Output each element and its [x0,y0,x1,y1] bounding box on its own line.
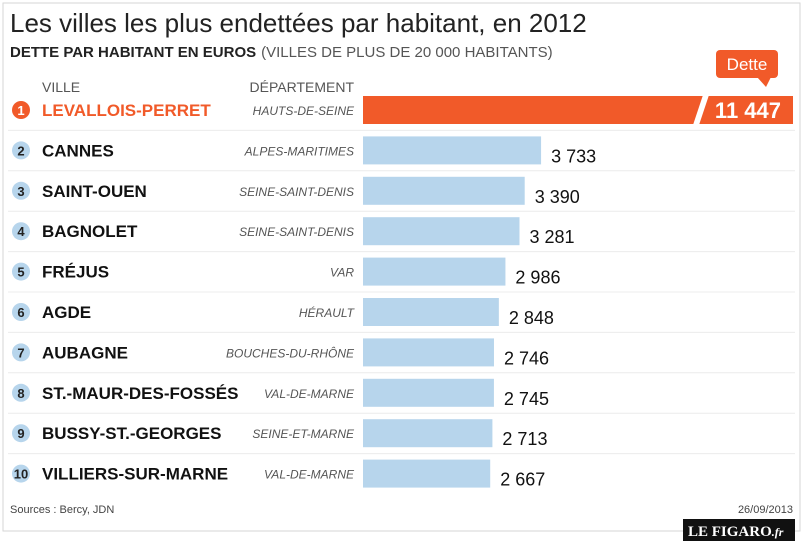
rank-badge [12,464,30,483]
subtitle: DETTE PAR HABITANT EN EUROS (VILLES DE PL… [10,44,553,61]
bar [363,96,793,124]
logo-suffix: .fr [772,525,784,539]
value-label: 2 746 [504,348,549,368]
value-label: 2 848 [509,308,554,328]
city-label: BAGNOLET [42,222,138,241]
rank-label: 1 [17,103,24,118]
value-label: 3 390 [535,187,580,207]
rank-label: 10 [14,467,28,482]
bar [363,459,491,488]
bar [363,338,494,367]
value-label: 11 447 [715,98,781,123]
rank-badge [12,262,30,281]
legend-pointer [757,77,771,87]
rank-label: 8 [17,386,24,401]
city-label: CANNES [42,141,114,160]
value-label: 2 713 [502,429,547,449]
axis-break [693,95,709,125]
city-label: LEVALLOIS-PERRET [42,101,211,120]
rank-badge [12,424,30,443]
value-label: 2 745 [504,389,549,409]
department-label: VAL-DE-MARNE [264,387,355,401]
department-label: HAUTS-DE-SEINE [253,104,355,118]
rank-badge [12,222,30,241]
city-label: VILLIERS-SUR-MARNE [42,465,228,484]
department-label: BOUCHES-DU-RHÔNE [226,345,355,360]
frame [2,2,801,532]
rank-label: 2 [17,143,24,158]
legend-label: Dette [727,55,768,74]
rank-label: 7 [17,345,24,360]
city-label: ST.-MAUR-DES-FOSSÉS [42,384,238,403]
city-label: AUBAGNE [42,343,128,362]
city-label: FRÉJUS [42,263,109,282]
value-label: 2 986 [515,268,560,288]
column-header: VILLE [42,79,80,95]
department-label: HÉRAULT [299,305,356,320]
logo-box [683,519,795,541]
rank-badge [12,343,30,362]
city-label: AGDE [42,303,91,322]
bar [363,176,525,205]
bar [363,217,520,246]
bar [363,136,542,165]
bar [363,298,499,326]
rank-label: 4 [17,224,25,239]
column-header: DÉPARTEMENT [250,79,355,95]
department-label: SEINE-ET-MARNE [252,427,355,441]
rank-badge [12,303,30,321]
rank-badge [12,383,30,402]
city-label: BUSSY-ST.-GEORGES [42,424,221,443]
department-label: VAL-DE-MARNE [264,468,355,482]
chart-title: Les villes les plus endettées par habita… [10,8,587,38]
department-label: SEINE-SAINT-DENIS [239,185,354,199]
source: Sources : Bercy, JDN [10,504,114,516]
department-label: ALPES-MARITIMES [244,144,354,158]
city-label: SAINT-OUEN [42,182,147,201]
value-label: 2 667 [500,470,545,490]
subtitle-note: (VILLES DE PLUS DE 20 000 HABITANTS) [261,44,553,61]
logo-main: LE FIGARO [688,524,772,540]
rank-badge [12,101,30,119]
value-label: 3 733 [551,146,596,166]
subtitle-main: DETTE PAR HABITANT EN EUROS [10,44,256,61]
department-label: SEINE-SAINT-DENIS [239,225,354,239]
date: 26/09/2013 [738,504,793,516]
value-label: 3 281 [530,227,575,247]
logo: LE FIGARO.fr [688,524,784,540]
rank-badge [12,181,30,200]
bar [363,419,493,448]
legend-swatch [716,50,778,78]
rank-label: 9 [17,426,24,441]
department-label: VAR [330,266,354,280]
bar [363,378,494,407]
bar [363,257,506,286]
rank-badge [12,141,30,160]
rank-label: 3 [17,184,24,199]
rank-label: 5 [17,265,24,280]
rank-label: 6 [17,305,24,320]
